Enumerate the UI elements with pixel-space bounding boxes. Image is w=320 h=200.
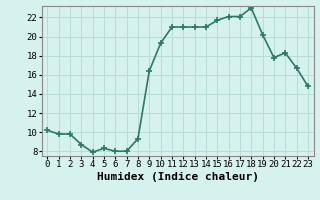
X-axis label: Humidex (Indice chaleur): Humidex (Indice chaleur) <box>97 172 259 182</box>
